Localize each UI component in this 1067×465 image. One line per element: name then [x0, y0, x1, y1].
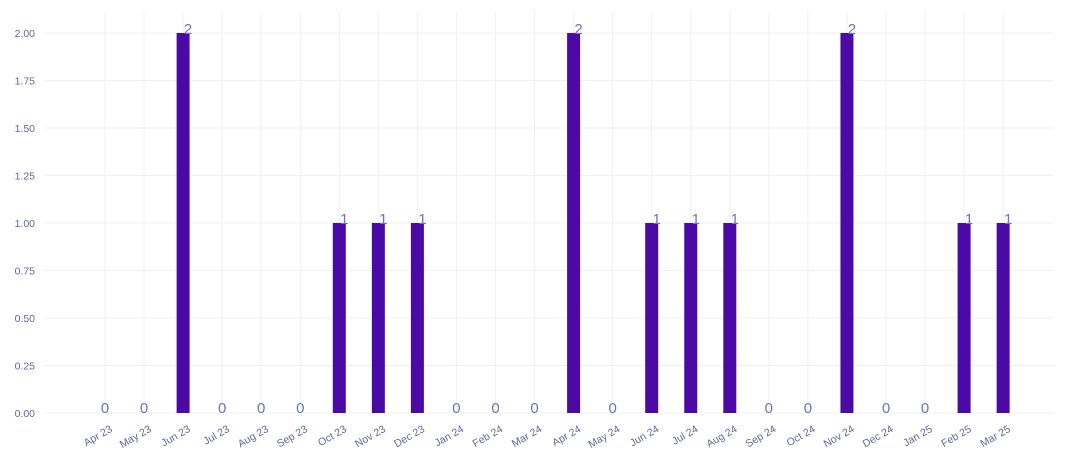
y-tick-label: 1.25 — [15, 171, 36, 183]
bar — [957, 223, 971, 413]
y-tick-label: 0.75 — [15, 266, 36, 278]
x-tick-label: Jun 24 — [628, 423, 661, 449]
bars — [176, 33, 1010, 413]
data-label: 1 — [379, 211, 387, 228]
x-tick-label: Feb 24 — [471, 423, 505, 450]
data-label: 0 — [218, 400, 226, 417]
data-label: 2 — [184, 21, 192, 38]
data-label: 1 — [340, 211, 348, 228]
x-tick-label: Dec 23 — [392, 423, 427, 450]
data-label: 2 — [848, 21, 856, 38]
x-tick-label: Jan 25 — [901, 423, 934, 449]
x-tick-label: Sep 23 — [275, 423, 310, 450]
y-tick-label: 0.25 — [15, 361, 36, 373]
data-label: 1 — [692, 211, 700, 228]
x-tick-label: Apr 23 — [82, 423, 115, 449]
x-tick-label: Mar 24 — [510, 423, 544, 450]
bar — [684, 223, 698, 413]
x-tick-label: Aug 23 — [236, 423, 271, 450]
y-tick-label: 1.00 — [15, 218, 36, 230]
data-label: 1 — [653, 211, 661, 228]
x-tick-label: Jun 23 — [159, 423, 192, 449]
data-label: 0 — [452, 400, 460, 417]
data-label: 1 — [731, 211, 739, 228]
x-tick-label: May 23 — [118, 423, 154, 451]
x-tick-label: May 24 — [586, 423, 622, 451]
y-tick-label: 1.75 — [15, 76, 36, 88]
x-axis: Apr 23 May 23 Jun 23 Jul 23 Aug 23 Sep 23 Oct … — [82, 423, 1013, 451]
y-tick-label: 0.00 — [15, 408, 36, 420]
data-label: 0 — [101, 400, 109, 417]
x-tick-label: Oct 23 — [316, 423, 349, 449]
data-label: 0 — [804, 400, 812, 417]
data-label: 1 — [965, 211, 973, 228]
x-tick-label: Feb 25 — [939, 423, 973, 450]
data-label: 2 — [574, 21, 582, 38]
grid — [44, 12, 1054, 414]
y-tick-label: 1.50 — [15, 123, 36, 135]
bar — [332, 223, 346, 413]
data-label: 0 — [296, 400, 304, 417]
x-tick-label: Aug 24 — [704, 423, 739, 450]
x-tick-label: Dec 24 — [861, 423, 896, 450]
bar — [371, 223, 385, 413]
data-label: 0 — [140, 400, 148, 417]
x-tick-label: Jul 24 — [670, 423, 700, 447]
data-label: 0 — [882, 400, 890, 417]
bar — [567, 33, 581, 413]
y-tick-label: 0.50 — [15, 313, 36, 325]
data-label: 1 — [1004, 211, 1012, 228]
x-tick-label: Oct 24 — [785, 423, 818, 449]
data-label: 1 — [418, 211, 426, 228]
data-label: 0 — [491, 400, 499, 417]
x-tick-label: Jul 23 — [201, 423, 231, 447]
y-tick-label: 2.00 — [15, 28, 36, 40]
x-tick-label: Nov 23 — [353, 423, 388, 450]
bar — [996, 223, 1010, 413]
bar — [176, 33, 190, 413]
bar — [410, 223, 424, 413]
data-label: 0 — [257, 400, 265, 417]
data-label: 0 — [921, 400, 929, 417]
y-axis: 0.00 0.25 0.50 0.75 1.00 1.25 1.50 1.75 2.00 — [15, 28, 36, 420]
data-label: 0 — [608, 400, 616, 417]
x-tick-label: Sep 24 — [744, 423, 779, 450]
data-label: 0 — [765, 400, 773, 417]
x-tick-label: Apr 24 — [550, 423, 583, 449]
bar — [645, 223, 659, 413]
x-tick-label: Jan 24 — [433, 423, 466, 449]
data-labels: 0 0 2 0 0 0 1 1 1 0 0 0 2 0 1 1 1 0 0 2 0 0 1 1 — [101, 21, 1012, 417]
x-tick-label: Mar 25 — [978, 423, 1012, 450]
bar — [840, 33, 854, 413]
x-tick-label: Nov 24 — [822, 423, 857, 450]
bar — [723, 223, 737, 413]
data-label: 0 — [530, 400, 538, 417]
